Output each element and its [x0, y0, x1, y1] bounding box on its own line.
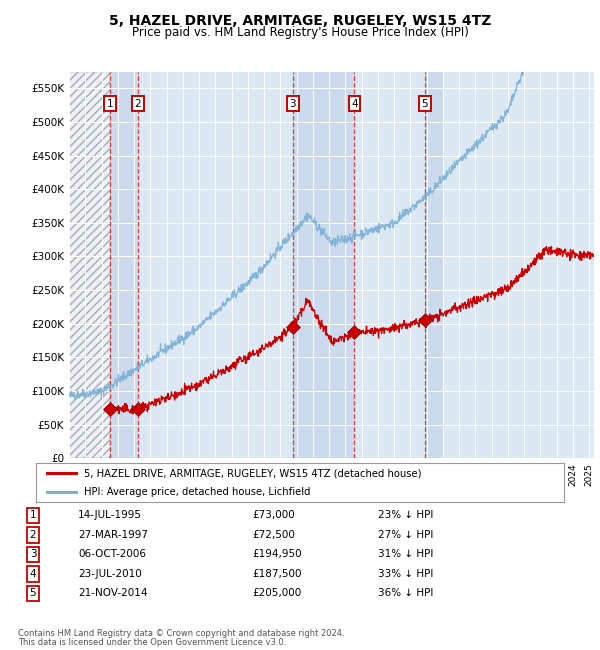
Text: 33% ↓ HPI: 33% ↓ HPI	[378, 569, 433, 579]
Text: 3: 3	[29, 549, 37, 560]
Text: £194,950: £194,950	[252, 549, 302, 560]
Text: 31% ↓ HPI: 31% ↓ HPI	[378, 549, 433, 560]
Text: £205,000: £205,000	[252, 588, 301, 599]
Text: £72,500: £72,500	[252, 530, 295, 540]
Bar	[69, 72, 110, 458]
Text: 06-OCT-2006: 06-OCT-2006	[78, 549, 146, 560]
Text: 2: 2	[29, 530, 37, 540]
Text: 5: 5	[29, 588, 37, 599]
Text: 4: 4	[29, 569, 37, 579]
Text: £73,000: £73,000	[252, 510, 295, 521]
Text: 27-MAR-1997: 27-MAR-1997	[78, 530, 148, 540]
Text: 3: 3	[290, 99, 296, 109]
Text: 4: 4	[351, 99, 358, 109]
Text: HPI: Average price, detached house, Lichfield: HPI: Average price, detached house, Lich…	[83, 487, 310, 497]
Text: Contains HM Land Registry data © Crown copyright and database right 2024.: Contains HM Land Registry data © Crown c…	[18, 629, 344, 638]
Text: 5: 5	[422, 99, 428, 109]
Text: This data is licensed under the Open Government Licence v3.0.: This data is licensed under the Open Gov…	[18, 638, 286, 647]
Bar	[293, 72, 355, 458]
Text: 23-JUL-2010: 23-JUL-2010	[78, 569, 142, 579]
Text: 27% ↓ HPI: 27% ↓ HPI	[378, 530, 433, 540]
Text: Price paid vs. HM Land Registry's House Price Index (HPI): Price paid vs. HM Land Registry's House …	[131, 26, 469, 39]
Text: 14-JUL-1995: 14-JUL-1995	[78, 510, 142, 521]
Bar	[69, 72, 110, 458]
Bar	[110, 72, 138, 458]
Text: 5, HAZEL DRIVE, ARMITAGE, RUGELEY, WS15 4TZ: 5, HAZEL DRIVE, ARMITAGE, RUGELEY, WS15 …	[109, 14, 491, 29]
Text: £187,500: £187,500	[252, 569, 302, 579]
Bar	[425, 72, 443, 458]
Text: 23% ↓ HPI: 23% ↓ HPI	[378, 510, 433, 521]
Text: 5, HAZEL DRIVE, ARMITAGE, RUGELEY, WS15 4TZ (detached house): 5, HAZEL DRIVE, ARMITAGE, RUGELEY, WS15 …	[83, 469, 421, 478]
Text: 36% ↓ HPI: 36% ↓ HPI	[378, 588, 433, 599]
Text: 1: 1	[29, 510, 37, 521]
Text: 1: 1	[107, 99, 113, 109]
Text: 21-NOV-2014: 21-NOV-2014	[78, 588, 148, 599]
Text: 2: 2	[134, 99, 141, 109]
